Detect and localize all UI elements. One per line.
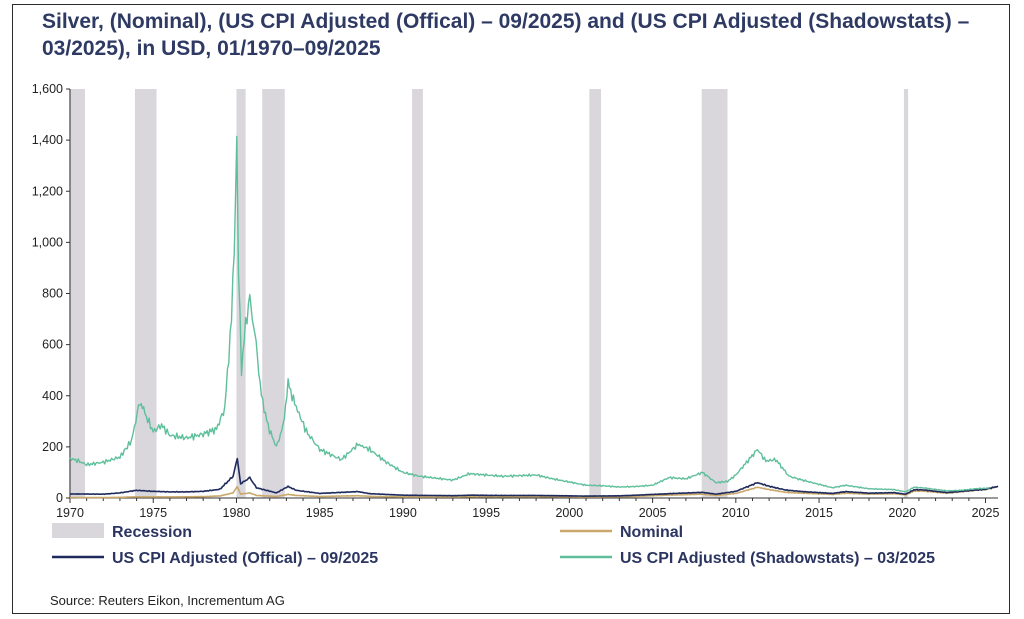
y-tick-label: 1,000 (32, 235, 63, 249)
x-tick-label: 2025 (972, 506, 1000, 520)
y-tick-label: 0 (56, 491, 63, 505)
legend-label: US CPI Adjusted (Offical) – 09/2025 (112, 550, 378, 567)
recession-band-1 (69, 89, 85, 498)
legend-label: Nominal (620, 524, 683, 541)
x-tick-label: 2015 (805, 506, 833, 520)
recession-band-7 (701, 89, 728, 498)
y-tick-label: 800 (42, 287, 63, 301)
recession-band-6 (589, 89, 601, 498)
y-tick-label: 1,400 (32, 133, 63, 147)
chart-title: Silver, (Nominal), (US CPI Adjusted (Off… (42, 10, 970, 60)
x-tick-label: 1995 (472, 506, 500, 520)
x-tick-label: 1985 (306, 506, 334, 520)
y-tick-label: 600 (42, 338, 63, 352)
y-tick-label: 400 (42, 389, 63, 403)
x-tick-label: 2000 (555, 506, 583, 520)
legend-label: US CPI Adjusted (Shadowstats) – 03/2025 (620, 550, 935, 567)
recession-band-3 (236, 89, 246, 498)
recession-band-8 (903, 89, 909, 498)
series-line-us-cpi-adjusted-offical-09-2025 (69, 457, 999, 497)
x-tick-label: 1975 (139, 506, 167, 520)
x-tick-label: 1990 (389, 506, 417, 520)
recession-band-2 (134, 89, 157, 498)
recession-band-5 (412, 89, 423, 498)
x-tick-label: 2020 (888, 506, 916, 520)
series-line-nominal (69, 485, 999, 499)
y-tick-label: 1,200 (32, 184, 63, 198)
x-tick-label: 1980 (223, 506, 251, 520)
series-line-us-cpi-adjusted-shadowstats-03-2025 (69, 135, 990, 493)
legend-label: Recession (112, 524, 192, 541)
chart-frame (12, 4, 1010, 614)
chart-source: Source: Reuters Eikon, Incrementum AG (50, 593, 285, 608)
recession-band-4 (262, 89, 285, 498)
x-tick-label: 1970 (56, 506, 84, 520)
legend-swatch-recession (52, 523, 104, 538)
x-tick-label: 2005 (639, 506, 667, 520)
y-tick-label: 1,600 (32, 82, 63, 96)
y-tick-label: 200 (42, 440, 63, 454)
x-tick-label: 2010 (722, 506, 750, 520)
